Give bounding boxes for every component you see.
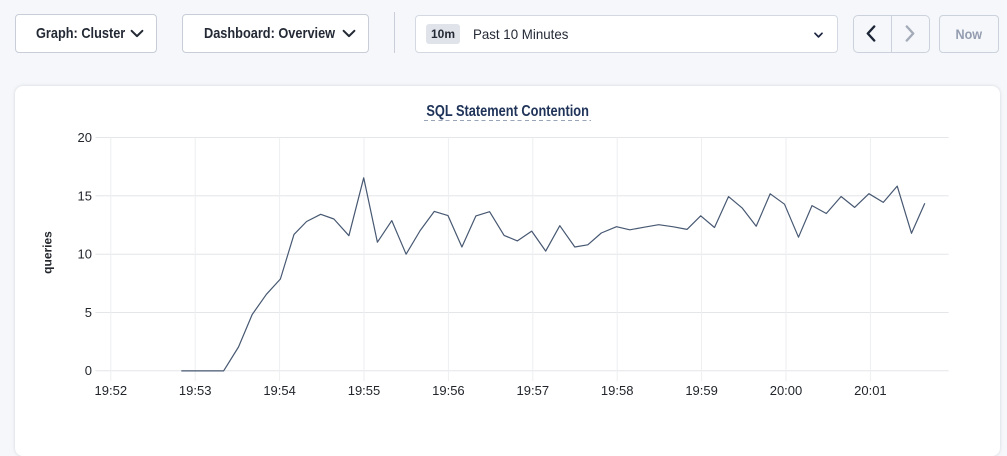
- svg-text:19:57: 19:57: [517, 383, 550, 398]
- svg-text:queries: queries: [41, 231, 55, 274]
- svg-text:19:58: 19:58: [601, 383, 634, 398]
- svg-text:19:52: 19:52: [95, 383, 128, 398]
- svg-text:19:55: 19:55: [348, 383, 381, 398]
- svg-text:20:00: 20:00: [770, 383, 803, 398]
- svg-text:19:53: 19:53: [179, 383, 212, 398]
- svg-text:19:56: 19:56: [432, 383, 465, 398]
- svg-text:15: 15: [78, 188, 92, 203]
- svg-text:10: 10: [78, 247, 92, 262]
- svg-text:5: 5: [85, 305, 92, 320]
- svg-text:0: 0: [85, 363, 92, 378]
- svg-text:19:59: 19:59: [685, 383, 718, 398]
- svg-text:20: 20: [78, 130, 92, 145]
- svg-text:20:01: 20:01: [854, 383, 887, 398]
- svg-text:19:54: 19:54: [263, 383, 296, 398]
